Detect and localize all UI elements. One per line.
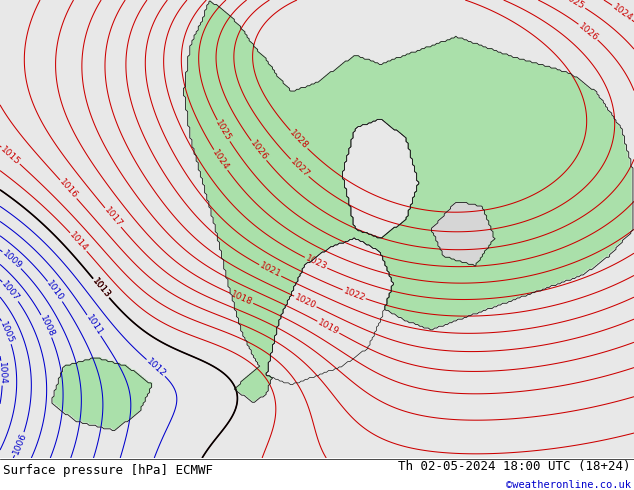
Text: 1007: 1007 bbox=[0, 280, 22, 303]
Text: 1006: 1006 bbox=[11, 432, 28, 456]
Text: 1023: 1023 bbox=[304, 254, 328, 272]
Text: 1017: 1017 bbox=[102, 206, 124, 229]
Text: ©weatheronline.co.uk: ©weatheronline.co.uk bbox=[506, 480, 631, 490]
Text: 1020: 1020 bbox=[293, 293, 318, 311]
Text: Th 02-05-2024 18:00 UTC (18+24): Th 02-05-2024 18:00 UTC (18+24) bbox=[398, 460, 631, 472]
Text: 1024: 1024 bbox=[210, 148, 231, 172]
Text: 1027: 1027 bbox=[288, 157, 311, 179]
Text: 1022: 1022 bbox=[342, 286, 366, 303]
Text: 1008: 1008 bbox=[37, 314, 56, 339]
Text: 1015: 1015 bbox=[0, 145, 22, 167]
Text: 1025: 1025 bbox=[562, 0, 586, 11]
Text: 1014: 1014 bbox=[67, 230, 89, 253]
Text: 1019: 1019 bbox=[316, 318, 340, 337]
Text: 1018: 1018 bbox=[230, 290, 254, 307]
Text: 1010: 1010 bbox=[45, 279, 65, 303]
Text: 1005: 1005 bbox=[0, 320, 15, 345]
Text: 1026: 1026 bbox=[576, 21, 600, 43]
Text: Surface pressure [hPa] ECMWF: Surface pressure [hPa] ECMWF bbox=[3, 465, 213, 477]
Text: 1004: 1004 bbox=[0, 362, 7, 385]
Text: 1016: 1016 bbox=[57, 178, 79, 201]
Text: 1026: 1026 bbox=[248, 139, 269, 163]
Text: 1021: 1021 bbox=[258, 261, 282, 280]
Text: 1028: 1028 bbox=[288, 128, 310, 151]
Text: 1011: 1011 bbox=[84, 313, 104, 338]
Text: 1025: 1025 bbox=[214, 119, 233, 143]
Text: 1013: 1013 bbox=[90, 276, 112, 300]
Text: 1024: 1024 bbox=[611, 2, 634, 23]
Text: 1009: 1009 bbox=[1, 249, 23, 271]
Text: 1012: 1012 bbox=[145, 357, 167, 379]
Text: 1013: 1013 bbox=[90, 276, 112, 300]
